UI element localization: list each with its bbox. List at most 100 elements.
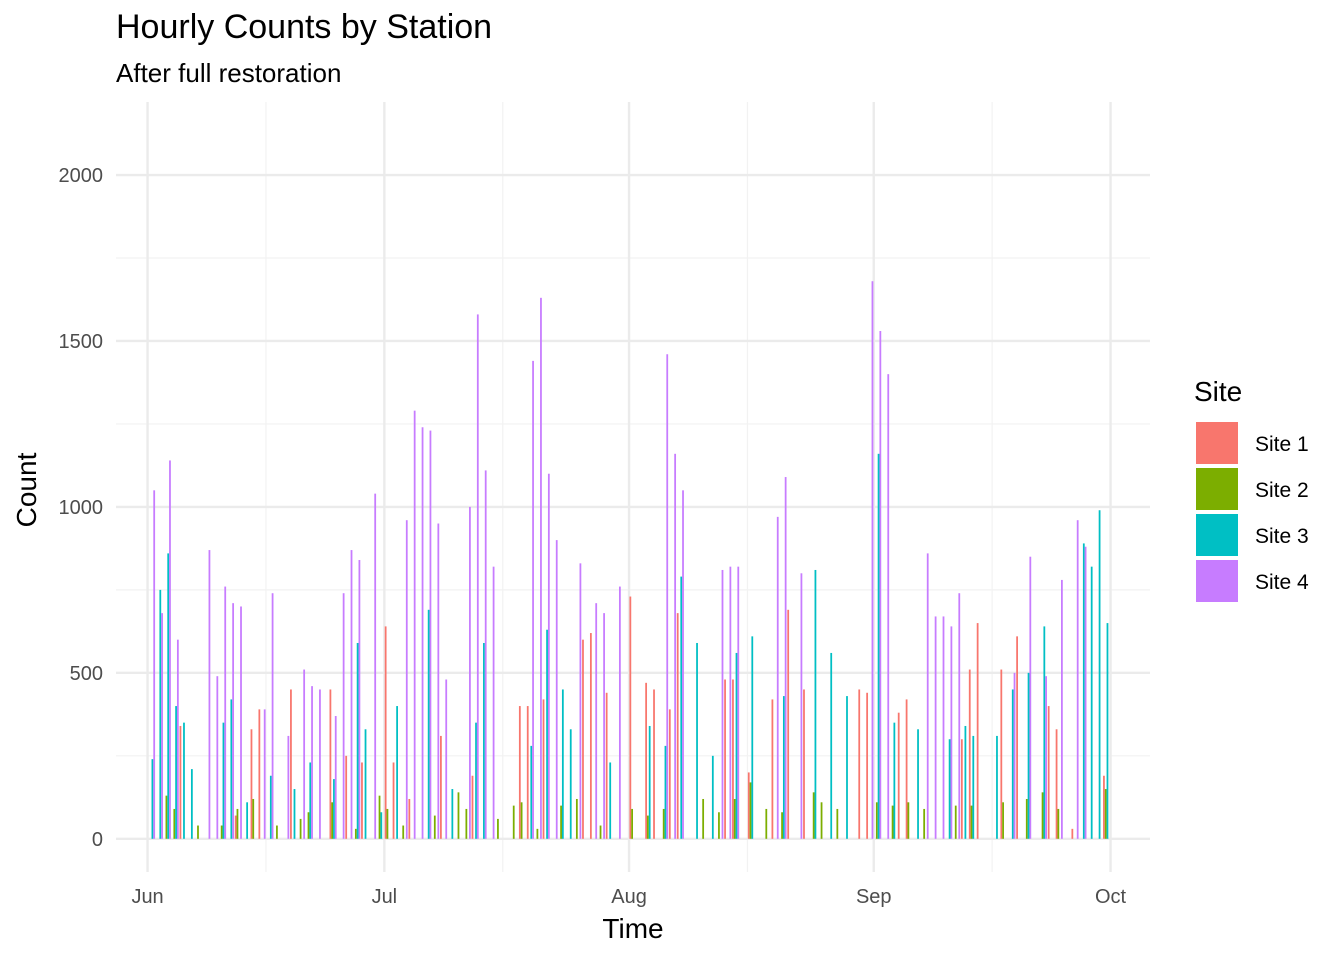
bar-site-2: [812, 792, 815, 839]
bar-site-4: [666, 354, 669, 839]
bar-site-3: [680, 576, 683, 839]
bar-site-3: [948, 739, 951, 839]
bar-site-1: [392, 762, 395, 839]
legend-key-site-3: [1196, 514, 1238, 556]
bar-site-4: [934, 616, 937, 839]
bar-site-4: [579, 563, 582, 839]
bar-site-4: [350, 550, 353, 839]
bar-site-4: [311, 686, 313, 839]
legend: Site Site 1 Site 2 Site 3 Site 4: [1194, 376, 1309, 602]
bar-site-2: [923, 808, 926, 839]
bar-site-2: [836, 808, 839, 839]
bar-site-1: [471, 775, 474, 839]
bar-site-2: [599, 825, 602, 839]
bar-site-1: [361, 762, 363, 839]
bar-site-3: [830, 652, 833, 839]
bar-site-1: [803, 689, 805, 839]
bar-site-2: [1041, 792, 1044, 839]
bar-site-2: [954, 805, 957, 839]
bar-site-2: [402, 825, 405, 839]
bar-site-2: [252, 798, 255, 839]
bar-site-1: [732, 679, 734, 839]
bar-site-4: [737, 566, 740, 839]
bar-site-4: [421, 427, 424, 839]
bar-site-3: [1043, 626, 1046, 839]
bar-site-1: [345, 755, 348, 839]
bar-site-2: [702, 798, 705, 839]
bar-site-3: [782, 696, 785, 839]
bar-site-1: [676, 613, 679, 839]
y-tick-label: 0: [92, 829, 103, 851]
bar-site-1: [542, 699, 545, 839]
bar-site-4: [682, 490, 684, 839]
y-tick-label: 500: [70, 663, 103, 685]
bar-site-4: [271, 593, 274, 839]
bar-site-4: [208, 550, 211, 839]
bar-site-4: [216, 676, 219, 839]
bar-site-4: [1084, 546, 1087, 839]
bar-site-2: [560, 805, 562, 839]
bar-site-2: [173, 808, 176, 839]
y-tick-label: 1500: [59, 331, 104, 353]
bar-site-3: [996, 735, 998, 839]
bar-site-1: [582, 639, 584, 839]
bar-site-4: [413, 410, 416, 839]
x-tick-label: Jun: [131, 886, 163, 908]
bar-site-4: [1045, 676, 1047, 839]
bar-site-1: [605, 692, 608, 839]
bar-site-4: [674, 453, 677, 839]
bars: [151, 281, 1109, 839]
bar-site-2: [465, 808, 468, 839]
bar-site-2: [276, 825, 278, 839]
bar-site-3: [451, 789, 454, 839]
bar-site-4: [942, 616, 945, 839]
bar-site-4: [784, 477, 787, 839]
bar-site-2: [575, 798, 578, 839]
bar-site-4: [1029, 556, 1032, 839]
bar-site-3: [293, 789, 296, 839]
bar-site-4: [1076, 520, 1079, 839]
bar-site-4: [871, 281, 874, 839]
bar-site-2: [378, 795, 381, 839]
bar-site-1: [1047, 706, 1050, 839]
bar-site-3: [190, 769, 193, 839]
bar-site-4: [334, 716, 337, 839]
bar-site-3: [735, 652, 738, 839]
bar-site-1: [518, 706, 521, 839]
bar-site-2: [1025, 798, 1028, 839]
legend-key-site-2: [1196, 468, 1238, 510]
bar-site-3: [159, 589, 162, 839]
x-tick-label: Jul: [372, 886, 398, 908]
bar-site-4: [342, 593, 345, 839]
bar-site-2: [236, 808, 239, 839]
bar-site-3: [664, 745, 667, 839]
bar-site-1: [589, 633, 592, 839]
legend-label: Site 4: [1255, 571, 1309, 594]
bar-site-2: [457, 792, 460, 839]
bar-site-1: [234, 815, 237, 839]
bar-site-3: [333, 779, 335, 839]
bar-site-1: [747, 772, 750, 839]
bar-site-4: [492, 566, 495, 839]
bar-site-1: [858, 689, 861, 839]
bar-site-2: [197, 825, 199, 839]
bar-site-3: [380, 812, 383, 839]
bar-site-4: [721, 569, 724, 839]
bar-site-3: [356, 642, 359, 839]
bar-site-1: [771, 699, 774, 839]
legend-label: Site 2: [1255, 479, 1309, 502]
bar-site-3: [711, 755, 714, 839]
bar-site-1: [1071, 828, 1074, 839]
bar-site-3: [222, 722, 225, 839]
bar-site-3: [167, 553, 170, 839]
bar-site-1: [629, 596, 632, 839]
bar-site-4: [555, 540, 558, 839]
bar-site-3: [1106, 623, 1109, 839]
bar-site-4: [532, 360, 534, 839]
bar-site-4: [879, 331, 882, 839]
bar-site-3: [814, 569, 817, 839]
bar-site-2: [875, 802, 878, 839]
bar-site-4: [319, 689, 321, 839]
bar-site-1: [668, 709, 671, 839]
